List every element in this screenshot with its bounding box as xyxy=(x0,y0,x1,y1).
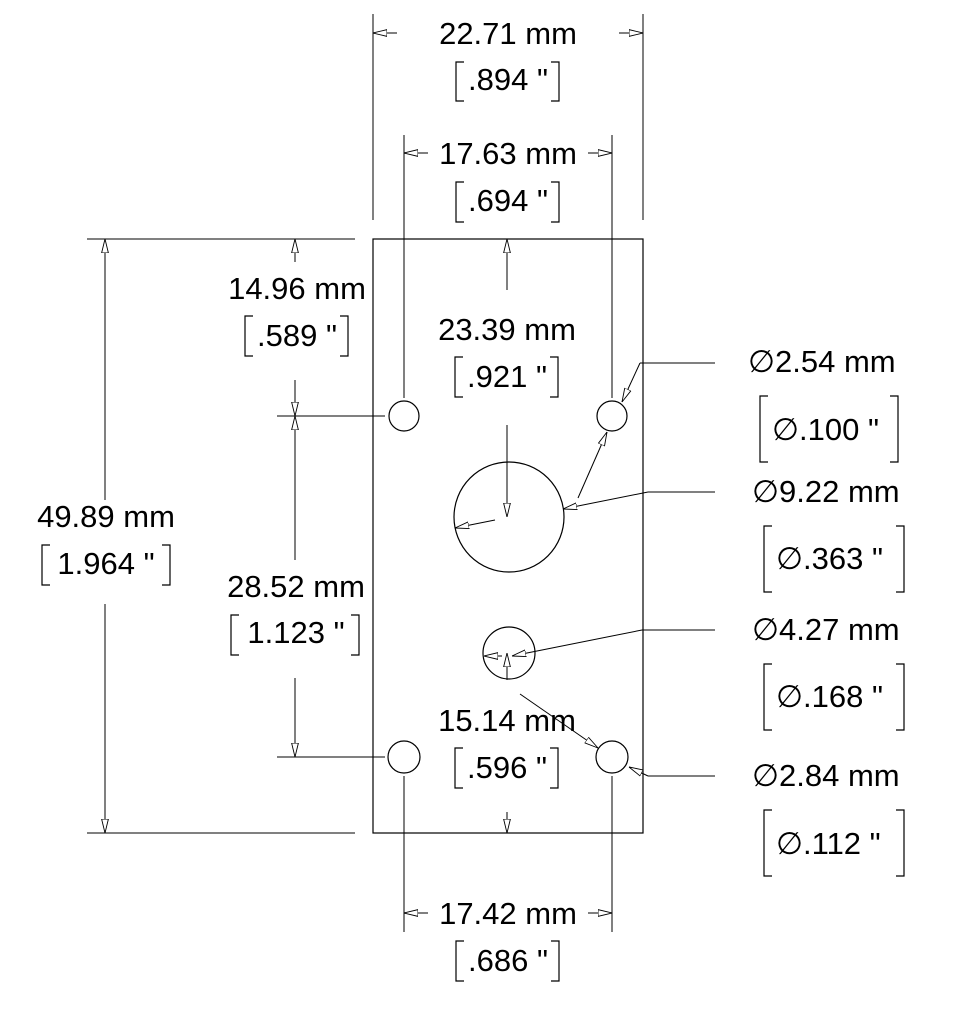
mounting-hole-top-left xyxy=(388,400,420,432)
dimension-17-42: 17.42 mm .686 " xyxy=(439,896,577,982)
callout-2-54-in: .100 " xyxy=(799,412,879,447)
dimension-17-63: 17.63 mm .694 " xyxy=(439,136,577,223)
dimension-22-71: 22.71 mm .894 " xyxy=(439,16,577,102)
dim-17-42-in: .686 " xyxy=(468,943,548,978)
svg-text:∅.363 ": ∅.363 " xyxy=(776,541,883,576)
svg-text:∅2.54 mm: ∅2.54 mm xyxy=(748,344,896,379)
dim-49-89-in: 1.964 " xyxy=(57,546,154,581)
diameter-symbol: ∅ xyxy=(776,826,803,861)
callout-dia-9-22: ∅9.22 mm ∅.363 " xyxy=(752,474,905,593)
diameter-symbol: ∅ xyxy=(752,758,779,793)
dim-15-14-in: .596 " xyxy=(467,750,547,785)
callout-dia-2-84: ∅2.84 mm ∅.112 " xyxy=(752,758,905,877)
mounting-hole-top-right xyxy=(596,400,628,432)
mounting-hole-bottom-right xyxy=(595,740,629,774)
diameter-symbol: ∅ xyxy=(776,541,803,576)
dimension-28-52: 28.52 mm 1.123 " xyxy=(227,569,365,656)
svg-text:∅.100 ": ∅.100 " xyxy=(772,412,879,447)
dim-28-52-in: 1.123 " xyxy=(247,615,344,650)
dim-23-39-in: .921 " xyxy=(467,359,547,394)
diameter-symbol: ∅ xyxy=(772,412,799,447)
svg-text:∅.112 ": ∅.112 " xyxy=(776,826,881,861)
dim-17-42-mm: 17.42 mm xyxy=(439,896,577,931)
diameter-symbol: ∅ xyxy=(752,612,779,647)
callout-2-84-in: .112 " xyxy=(803,826,881,861)
dim-22-71-mm: 22.71 mm xyxy=(439,16,577,51)
dimension-lines xyxy=(105,33,643,913)
callout-dia-4-27: ∅4.27 mm ∅.168 " xyxy=(752,612,905,731)
callout-dia-2-54: ∅2.54 mm ∅.100 " xyxy=(748,344,899,463)
diameter-leaders xyxy=(455,362,715,776)
callout-2-54-mm: 2.54 mm xyxy=(775,344,896,379)
dim-14-96-mm: 14.96 mm xyxy=(228,271,366,306)
diameter-symbol: ∅ xyxy=(776,679,803,714)
extension-lines xyxy=(87,14,644,932)
callout-9-22-mm: 9.22 mm xyxy=(779,474,900,509)
dimension-15-14: 15.14 mm .596 " xyxy=(438,703,576,789)
dim-14-96-in: .589 " xyxy=(257,318,337,353)
diameter-symbol: ∅ xyxy=(748,344,775,379)
dim-22-71-in: .894 " xyxy=(468,62,548,97)
dim-23-39-mm: 23.39 mm xyxy=(438,312,576,347)
dim-28-52-mm: 28.52 mm xyxy=(227,569,365,604)
dim-15-14-mm: 15.14 mm xyxy=(438,703,576,738)
svg-text:∅4.27 mm: ∅4.27 mm xyxy=(752,612,900,647)
callout-2-84-mm: 2.84 mm xyxy=(779,758,900,793)
dim-49-89-mm: 49.89 mm xyxy=(37,499,175,534)
dim-17-63-mm: 17.63 mm xyxy=(439,136,577,171)
large-center-hole xyxy=(453,461,565,573)
svg-text:∅9.22 mm: ∅9.22 mm xyxy=(752,474,900,509)
diameter-symbol: ∅ xyxy=(752,474,779,509)
dim-17-63-in: .694 " xyxy=(468,183,548,218)
mounting-hole-bottom-left xyxy=(387,740,421,774)
dimension-49-89: 49.89 mm 1.964 " xyxy=(37,499,175,586)
dimension-23-39: 23.39 mm .921 " xyxy=(438,312,576,398)
callout-4-27-in: .168 " xyxy=(803,679,883,714)
dimension-14-96: 14.96 mm .589 " xyxy=(228,271,366,357)
svg-text:∅.168 ": ∅.168 " xyxy=(776,679,883,714)
svg-text:∅2.84 mm: ∅2.84 mm xyxy=(752,758,900,793)
callout-9-22-in: .363 " xyxy=(803,541,883,576)
callout-4-27-mm: 4.27 mm xyxy=(779,612,900,647)
